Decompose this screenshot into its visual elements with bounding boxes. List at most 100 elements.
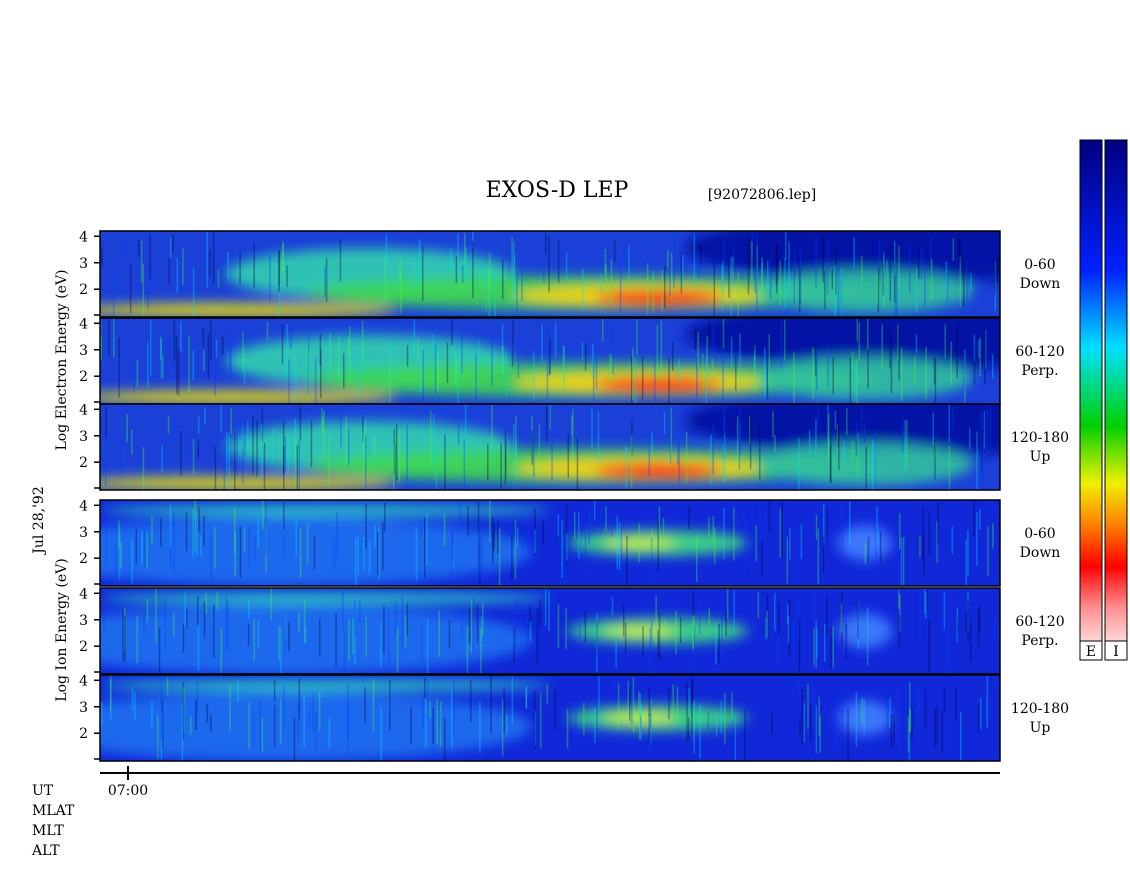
noise <box>956 618 959 639</box>
noise <box>451 318 453 345</box>
noise <box>333 538 336 568</box>
noise <box>192 509 194 558</box>
noise <box>498 527 501 586</box>
feature <box>757 356 973 400</box>
noise <box>388 609 390 669</box>
noise <box>397 435 399 457</box>
noise <box>126 414 128 443</box>
y-tick-label: 4 <box>79 673 88 689</box>
spectrogram-features <box>100 504 892 586</box>
noise <box>348 618 350 662</box>
noise <box>503 687 505 734</box>
noise <box>737 272 740 317</box>
noise <box>358 351 361 398</box>
noise <box>482 603 484 637</box>
noise <box>212 231 215 285</box>
noise <box>225 596 227 651</box>
noise <box>227 251 229 279</box>
noise <box>697 253 700 278</box>
noise <box>765 617 767 640</box>
noise <box>756 267 758 317</box>
noise <box>800 524 803 559</box>
noise <box>619 257 622 312</box>
noise <box>670 252 673 300</box>
noise <box>476 604 479 644</box>
noise <box>924 688 927 730</box>
noise <box>657 630 659 657</box>
noise <box>866 607 869 666</box>
direction-label: Perp. <box>1021 363 1058 379</box>
noise <box>678 358 680 383</box>
noise <box>252 415 254 475</box>
noise <box>761 541 763 576</box>
noise <box>725 612 727 637</box>
noise <box>958 238 960 258</box>
noise <box>364 686 366 724</box>
noise <box>948 623 950 671</box>
noise <box>493 523 496 550</box>
noise <box>722 356 724 404</box>
noise <box>620 521 623 580</box>
noise <box>192 267 195 317</box>
noise <box>776 245 778 294</box>
noise <box>295 355 297 403</box>
spectrogram-features <box>100 318 1000 404</box>
noise <box>853 237 855 268</box>
feature <box>100 692 532 761</box>
noise <box>149 320 152 377</box>
noise <box>963 351 966 391</box>
noise <box>613 239 616 263</box>
noise <box>883 252 885 307</box>
noise <box>980 411 982 471</box>
noise <box>511 346 514 367</box>
noise <box>722 443 725 484</box>
noise <box>554 323 557 358</box>
noise <box>630 435 633 487</box>
noise <box>120 542 122 568</box>
noise <box>930 236 932 276</box>
noise <box>173 319 176 362</box>
noise <box>262 500 264 530</box>
y-tick-label: 2 <box>79 639 88 655</box>
noise <box>543 260 545 283</box>
noise <box>487 444 489 481</box>
noise <box>867 536 870 563</box>
noise <box>457 233 459 261</box>
noise <box>182 248 184 286</box>
noise <box>819 715 821 753</box>
noise <box>663 618 666 639</box>
noise <box>867 349 869 389</box>
noise <box>336 512 338 558</box>
noise <box>259 698 262 753</box>
noise <box>501 324 504 360</box>
noise <box>457 419 460 445</box>
noise <box>354 600 356 637</box>
noise <box>898 246 900 291</box>
noise <box>468 608 471 644</box>
noise <box>347 429 350 466</box>
spectrogram <box>100 500 1000 586</box>
noise <box>899 594 901 633</box>
footer-label: MLT <box>32 823 64 839</box>
noise <box>207 333 210 379</box>
noise <box>284 615 287 641</box>
noise <box>105 407 108 438</box>
noise <box>917 694 920 744</box>
noise <box>612 320 614 375</box>
noise <box>531 415 533 475</box>
noise <box>221 335 224 355</box>
noise <box>365 418 367 459</box>
noise <box>457 352 459 404</box>
noise <box>477 538 480 580</box>
noise <box>881 324 884 368</box>
noise <box>220 628 222 674</box>
noise <box>515 440 517 480</box>
noise <box>688 687 690 712</box>
noise <box>138 239 140 258</box>
noise <box>340 415 342 447</box>
noise <box>149 235 151 280</box>
noise <box>924 258 926 307</box>
noise <box>463 438 466 490</box>
noise <box>798 675 800 696</box>
